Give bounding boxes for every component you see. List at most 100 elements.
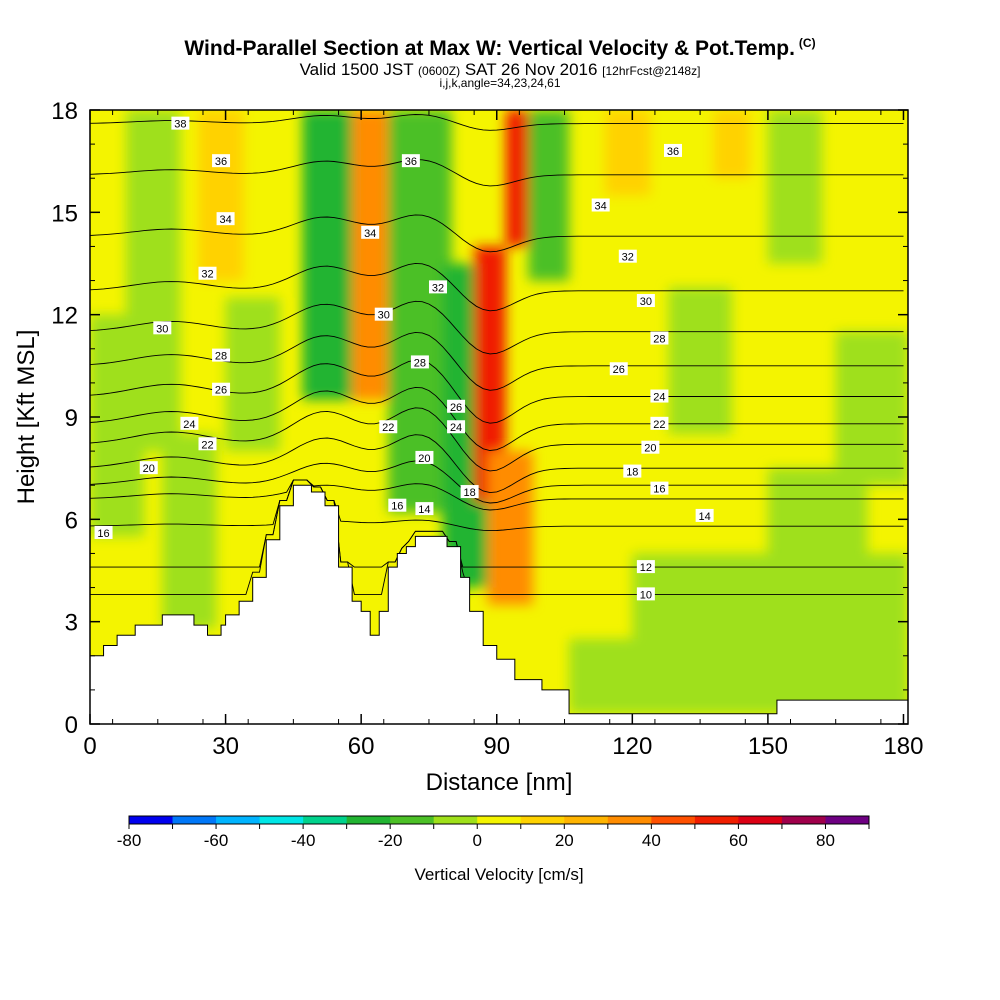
contour-label: 36 xyxy=(401,154,420,168)
y-axis-label: Height [Kft MSL] xyxy=(13,330,40,505)
velocity-band xyxy=(225,297,280,452)
contour-label-text: 22 xyxy=(382,422,394,434)
x-tick-label: 0 xyxy=(83,733,96,760)
y-tick-label: 9 xyxy=(65,405,78,432)
contour-label-box xyxy=(153,321,172,335)
x-tick-label: 90 xyxy=(483,733,510,760)
contour-label: 24 xyxy=(447,420,466,434)
contour-label-box xyxy=(415,450,434,464)
contour-label-text: 12 xyxy=(640,562,652,574)
theta-contour-line xyxy=(90,434,904,494)
contour-label-box xyxy=(198,437,217,451)
contour-label-text: 22 xyxy=(653,419,665,431)
colorbar-swatch xyxy=(172,816,217,824)
contour-label-text: 34 xyxy=(364,228,376,240)
velocity-band xyxy=(388,110,452,513)
velocity-band xyxy=(713,110,750,179)
contour-label-text: 34 xyxy=(219,214,231,226)
contour-label-text: 38 xyxy=(174,119,186,131)
chart-title: Wind-Parallel Section at Max W: Vertical… xyxy=(0,36,1000,61)
contour-label-text: 26 xyxy=(450,402,462,414)
x-tick-label: 150 xyxy=(748,733,788,760)
contour-label-text: 16 xyxy=(97,528,109,540)
contour-label-text: 26 xyxy=(215,385,227,397)
contour-label-text: 14 xyxy=(418,504,430,516)
theta-contour-line xyxy=(90,159,904,187)
subtitle-utc: (0600Z) xyxy=(418,64,461,78)
contour-label-text: 28 xyxy=(215,351,227,363)
colorbar-swatch xyxy=(433,816,478,824)
theta-contour-line xyxy=(90,460,904,504)
contour-label-text: 30 xyxy=(378,310,390,322)
colorbar-swatch xyxy=(129,816,174,824)
contour-label: 18 xyxy=(623,464,642,479)
velocity-band xyxy=(126,110,181,452)
contour-label: 32 xyxy=(428,280,447,294)
colorbar-swatch xyxy=(346,816,391,824)
contour-label-box xyxy=(447,399,466,413)
contour-label-text: 30 xyxy=(156,323,168,335)
contour-label-text: 36 xyxy=(667,146,679,158)
contour-label: 26 xyxy=(447,399,466,414)
contour-label-text: 18 xyxy=(626,467,638,479)
contour-label-text: 30 xyxy=(640,296,652,308)
contour-label-text: 36 xyxy=(215,156,227,168)
colorbar-frame xyxy=(128,815,870,825)
contour-label: 34 xyxy=(216,212,235,226)
theta-contour-line xyxy=(90,300,904,355)
velocity-band xyxy=(198,110,244,281)
colorbar-tick-label: -40 xyxy=(291,831,316,850)
contour-label: 32 xyxy=(618,249,637,264)
y-tick-label: 15 xyxy=(51,200,78,227)
x-axis-label: Distance [nm] xyxy=(426,769,573,796)
contour-label: 36 xyxy=(212,154,231,168)
contour-label-box xyxy=(379,420,398,434)
contour-label: 34 xyxy=(591,198,610,213)
contour-label-text: 32 xyxy=(432,282,444,294)
contour-label-text: 32 xyxy=(622,252,634,264)
contour-label-box xyxy=(641,440,660,454)
velocity-band xyxy=(162,434,217,629)
contour-label: 30 xyxy=(374,307,393,322)
contour-label-text: 28 xyxy=(653,334,665,346)
contour-label: 28 xyxy=(212,348,231,363)
copyright-mark: (C) xyxy=(798,36,816,50)
contour-label: 16 xyxy=(94,525,113,540)
x-tick-label: 120 xyxy=(612,733,652,760)
velocity-band xyxy=(605,110,651,196)
y-tick-label: 0 xyxy=(65,712,78,739)
colorbar-swatch xyxy=(259,816,304,824)
contour-label-box xyxy=(198,266,217,280)
contour-label-text: 34 xyxy=(595,201,607,213)
contour-label: 14 xyxy=(695,508,714,523)
contour-label-box xyxy=(361,225,380,239)
contour-label-box xyxy=(650,331,669,345)
contour-label: 10 xyxy=(636,587,655,601)
colorbar-tick-label: -60 xyxy=(204,831,229,850)
x-tick-label: 60 xyxy=(348,733,375,760)
contour-label-box xyxy=(447,420,466,434)
contour-label-text: 16 xyxy=(653,484,665,496)
contour-label-text: 20 xyxy=(143,463,155,475)
contour-label: 28 xyxy=(410,355,429,369)
contour-label-text: 26 xyxy=(613,364,625,376)
contour-label-box xyxy=(428,280,447,294)
terrain xyxy=(90,484,908,724)
contour-label: 32 xyxy=(198,266,217,281)
colorbar-tick-label: 80 xyxy=(816,831,835,850)
contour-label: 20 xyxy=(139,461,158,475)
y-tick-label: 12 xyxy=(51,303,78,330)
contour-label-box xyxy=(650,481,669,495)
subtitle-date: SAT 26 Nov 2016 xyxy=(464,60,598,79)
subtitle-valid: Valid 1500 JST xyxy=(299,60,414,79)
colorbar-swatch xyxy=(216,816,261,824)
contour-label-box xyxy=(171,116,190,130)
contour-label: 38 xyxy=(171,116,190,131)
y-tick-label: 18 xyxy=(51,98,78,125)
contour-label-box xyxy=(460,485,479,499)
contour-label-box xyxy=(212,348,231,362)
contour-label: 18 xyxy=(460,485,479,499)
y-tick-label: 3 xyxy=(65,610,78,637)
